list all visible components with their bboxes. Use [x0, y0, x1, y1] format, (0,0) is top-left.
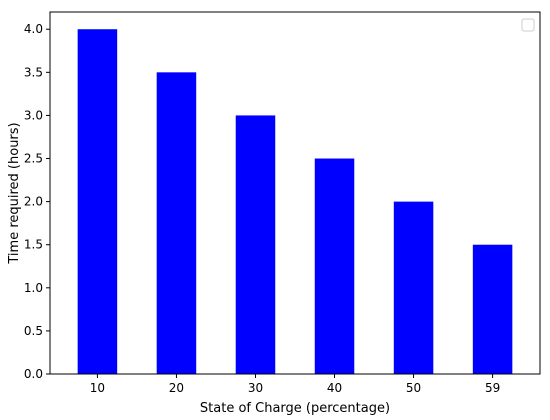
x-tick-label: 59 — [485, 381, 500, 395]
bar-30 — [235, 115, 276, 374]
bars-group — [77, 29, 513, 374]
x-axis-label: State of Charge (percentage) — [200, 401, 390, 416]
y-tick-label: 4.0 — [24, 22, 43, 36]
y-tick-label: 0.5 — [24, 324, 43, 338]
bar-59 — [472, 244, 513, 374]
legend-box — [521, 18, 535, 32]
y-tick-label: 2.5 — [24, 152, 43, 166]
y-tick-label: 3.0 — [24, 108, 43, 122]
y-tick-label: 1.5 — [24, 238, 43, 252]
y-tick-label: 0.0 — [24, 367, 43, 381]
x-axis: 10 20 30 40 50 59 — [90, 374, 500, 395]
bar-10 — [77, 29, 118, 374]
y-axis-label: Time required (hours) — [7, 122, 22, 264]
bar-50 — [393, 201, 434, 374]
x-tick-label: 20 — [169, 381, 184, 395]
x-tick-label: 40 — [327, 381, 342, 395]
x-tick-label: 10 — [90, 381, 105, 395]
bar-40 — [314, 158, 355, 374]
bar-20 — [156, 72, 197, 374]
x-tick-label: 50 — [406, 381, 421, 395]
y-axis: 0.0 0.5 1.0 1.5 2.0 2.5 3.0 3.5 4.0 — [24, 22, 50, 381]
x-tick-label: 30 — [248, 381, 263, 395]
y-tick-label: 3.5 — [24, 65, 43, 79]
y-tick-label: 1.0 — [24, 281, 43, 295]
y-tick-label: 2.0 — [24, 195, 43, 209]
plot-frame — [49, 11, 541, 375]
